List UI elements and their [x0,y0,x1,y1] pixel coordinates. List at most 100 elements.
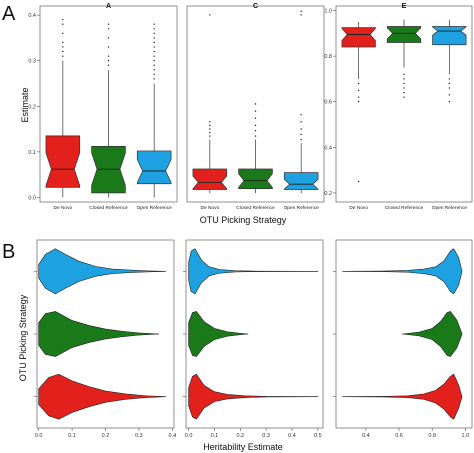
outlier-point [300,10,302,13]
outlier-point [300,128,302,130]
b-xlabel: Heritability Estimate [203,442,283,452]
outlier-point [357,96,360,98]
y-tick-label: 0.2 [324,191,332,197]
b-ylabel: OTU Picking Strategy [18,294,28,381]
outlier-point [153,69,155,71]
outlier-point [300,113,302,116]
box-open-reference [283,172,319,190]
violin-closed-reference [38,311,160,357]
x-tick-label: 0.8 [428,433,436,439]
box-panel-0: A 0.0 0.1 0.2 0.3 0.4 De Novo Closed Reference O… [28,3,178,211]
outlier-point [153,32,155,35]
a-ylabel: Estimate [20,87,30,122]
outlier-point [153,37,155,39]
panel-frame [39,5,178,203]
outlier-point [403,82,405,85]
outlier-point [153,28,155,30]
x-category-label: Closed Reference [385,205,424,211]
facet-title: C [253,3,258,10]
outlier-point [357,180,360,183]
violin-open-reference [342,248,463,295]
outlier-point [403,96,405,98]
violin-de-novo [342,373,463,420]
box-open-reference [136,150,172,185]
violin-de-novo [38,373,166,420]
y-tick-label: 0.0 [28,195,36,201]
x-category-label: Closed Reference [89,205,128,211]
outlier-point [153,55,155,57]
outlier-point [209,128,211,130]
outlier-point [153,73,155,76]
x-category-label: Open Reference [284,205,320,211]
outlier-point [403,87,405,89]
x-tick-label: 0.1 [68,433,76,439]
outlier-point [254,110,257,112]
outlier-point [62,46,64,48]
x-tick-label: 0.4 [362,433,370,439]
outlier-point [254,117,257,119]
outlier-point [448,101,451,103]
x-category-label: Open Reference [137,205,173,211]
outlier-point [254,130,257,132]
y-tick-label: 0.2 [28,104,36,110]
outlier-point [254,103,257,105]
outlier-point [153,50,155,53]
outlier-point [107,28,110,30]
box-closed-reference [238,168,273,189]
x-tick-label: 0.3 [135,433,143,439]
y-tick-label: 0.6 [324,100,332,106]
plot-area: A 0.0 0.1 0.2 0.3 0.4 De Novo Closed Reference O… [28,3,473,439]
outlier-point [448,94,451,96]
y-tick-label: 0.8 [324,54,332,60]
outlier-point [62,32,64,35]
violin-panel-2: 0.4 0.6 0.8 1.0 [333,239,473,439]
x-tick-label: 0.0 [35,433,43,439]
outlier-point [209,135,211,137]
x-tick-label: 0.4 [288,433,296,439]
x-tick-label: 0.2 [236,433,244,439]
x-tick-label: 1.0 [462,433,470,439]
outlier-point [254,124,257,127]
panel-label-a: A [2,3,16,25]
outlier-point [300,133,302,135]
x-tick-label: 0.0 [185,433,193,439]
outlier-point [153,41,155,44]
x-category-label: De Novo [349,205,368,211]
outlier-point [153,59,155,62]
violin-panel-0: 0.0 0.1 0.2 0.3 0.4 [34,239,176,439]
box-panel-2: E 0.2 0.4 0.6 0.8 1.0 De Novo Closed Reference O… [324,3,473,211]
x-category-label: Closed Reference [236,205,275,211]
outlier-point [107,46,110,48]
outlier-point [300,121,302,123]
outlier-point [403,91,405,94]
panel-frame [186,5,325,203]
outlier-point [209,124,211,127]
outlier-point [403,78,405,80]
outlier-point [448,78,451,80]
outlier-point [153,46,155,48]
x-tick-label: 0.2 [102,433,110,439]
y-tick-label: 0.4 [28,13,36,19]
x-tick-label: 0.6 [395,433,403,439]
outlier-point [107,55,110,57]
violin-de-novo [188,373,319,420]
outlier-point [209,14,211,16]
panel-label-b: B [2,241,15,263]
outlier-point [300,14,302,16]
outlier-point [357,82,360,85]
y-tick-label: 0.4 [324,145,332,151]
x-category-label: De Novo [53,205,72,211]
outlier-point [62,41,64,44]
outlier-point [107,64,110,66]
violin-closed-reference [402,311,463,357]
outlier-point [107,37,110,39]
panel-frame [335,5,473,203]
violin-open-reference [38,248,166,295]
outlier-point [209,131,211,134]
box-open-reference [432,26,467,46]
outlier-point [62,55,64,57]
x-tick-label: 0.1 [211,433,219,439]
outlier-point [107,23,110,25]
box-panel-1: C De Novo Closed Reference Open Reference [186,3,325,211]
